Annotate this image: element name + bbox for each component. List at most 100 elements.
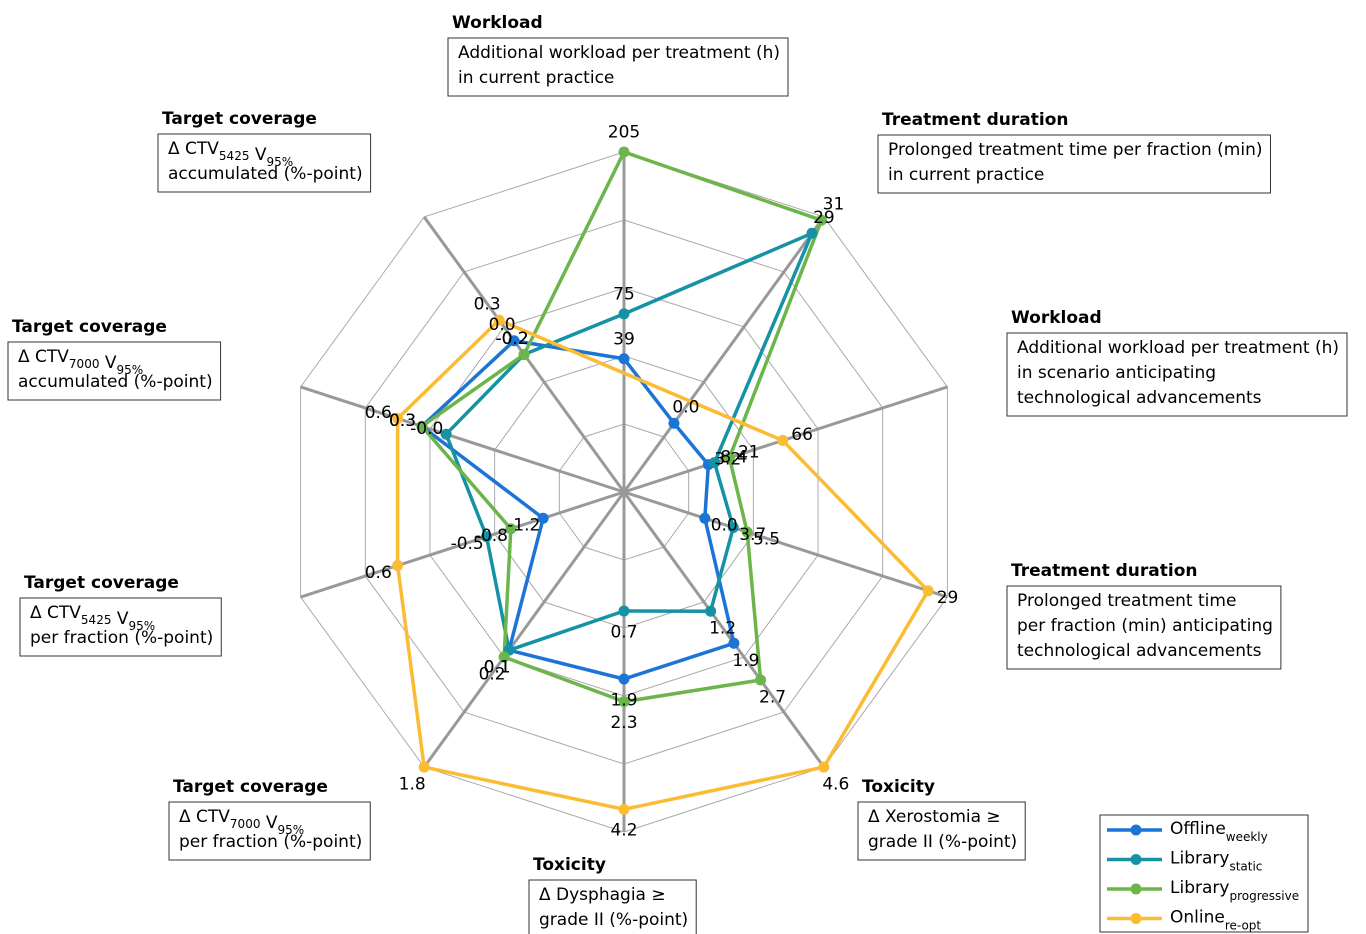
axis-box-frame [447,37,789,97]
data-label: 0.1 [484,658,511,678]
data-label: 39 [613,329,635,349]
axis-title: Treatment duration [1011,561,1198,581]
axis-box: Prolonged treatment time per fraction (m… [1006,585,1282,670]
axis-spoke [623,490,948,599]
axis-box-frame [857,801,1026,861]
data-label: 0.2 [479,665,506,685]
data-point [699,512,711,524]
axis-description: per fraction (%-point) [179,832,362,852]
text-run: per fraction (%-point) [30,628,213,648]
data-point [741,526,753,538]
text-run: Additional workload per treatment (h) [458,43,780,63]
text-run: Additional workload per treatment (h) [1017,338,1339,358]
axis-box-frame [19,597,222,657]
axis-title: Target coverage [162,109,317,129]
text-run: Prolonged treatment time per fraction (m… [888,140,1262,160]
data-label: 3.7 [739,525,766,545]
axis-box-frame [528,879,697,934]
axis-description: in current practice [888,165,1044,185]
axis-box: Δ Xerostomia ≥ grade II (%-point) [857,801,1026,861]
data-point [668,417,680,429]
axis-description: Δ CTV7000 V95% [18,347,143,377]
text-run: in current practice [458,68,614,88]
text-run: technological advancements [1017,388,1262,408]
legend-entry: Librarystatic [1170,849,1262,874]
text-run: technological advancements [1017,641,1262,661]
axis-title: Target coverage [12,317,167,337]
data-label: 0.6 [365,403,392,423]
data-label: -0.8 [475,526,508,546]
data-point [440,428,452,440]
axis-box-frame [1006,332,1348,417]
legend-name: Offline [1170,819,1226,839]
axis-box: Additional workload per treatment (h) in… [447,37,789,97]
axis-description: Δ CTV5425 V95% [30,603,155,633]
text-run: V [99,353,116,373]
data-label: 1.8 [399,775,426,795]
subscript: 7000 [69,357,100,371]
text-run: accumulated (%-point) [168,164,363,184]
axis-title: Toxicity [533,855,606,875]
data-label: 31 [823,195,845,215]
axis-box: Additional workload per treatment (h) in… [1006,332,1348,417]
axis-description: Prolonged treatment time [1017,591,1236,611]
legend-marker [1130,883,1142,895]
axis-description: Δ CTV5425 V95% [168,139,293,169]
legend-entry: Libraryprogressive [1170,878,1299,903]
axis-description: technological advancements [1017,641,1262,661]
data-label: -1.2 [507,516,540,536]
data-label: 0.0 [489,315,516,335]
data-label: 0.0 [711,516,738,536]
axis-description: Δ CTV7000 V95% [179,807,304,837]
data-label: -0.2 [495,329,528,349]
data-point [481,531,493,543]
axis-box: Prolonged treatment time per fraction (m… [877,134,1271,194]
data-label: 5.5 [753,529,780,549]
subscript: 95% [267,155,294,169]
data-point [498,651,510,663]
subscript: 5425 [81,613,112,627]
axis-description: per fraction (%-point) [30,628,213,648]
text-run: V [111,609,128,629]
subscript: 95% [278,823,305,837]
data-point [416,420,428,432]
text-run: Prolonged treatment time [1017,591,1236,611]
axis-box: Δ Dysphagia ≥ grade II (%-point) [528,879,697,934]
data-point [728,637,740,649]
data-label: 0.0 [672,398,699,418]
data-point [618,353,630,365]
data-point [618,803,630,815]
data-point [815,214,827,226]
legend-subscript: weekly [1226,830,1268,844]
legend-entry: Onlinere-opt [1170,908,1261,933]
axis-title: Workload [452,13,543,33]
axis-description: Δ Dysphagia ≥ [539,885,666,905]
data-label: 75 [613,285,635,305]
data-label: 29 [937,588,959,608]
data-label: 0.6 [365,563,392,583]
data-point [392,560,404,572]
text-run: Δ Dysphagia ≥ [539,885,666,905]
axis-description: accumulated (%-point) [168,164,363,184]
axis-description: in scenario anticipating [1017,363,1216,383]
legend-subscript: re-opt [1225,919,1262,933]
data-label: 0.7 [610,622,637,642]
data-point [418,761,430,773]
data-point [618,308,630,320]
axis-description: Additional workload per treatment (h) [1017,338,1339,358]
text-run: Δ CTV [179,807,230,827]
data-point [618,146,630,158]
axis-description: technological advancements [1017,388,1262,408]
data-point [618,696,630,708]
text-run: V [260,813,277,833]
axis-title: Target coverage [173,777,328,797]
data-point [518,348,530,360]
text-run: accumulated (%-point) [18,372,213,392]
legend-marker [1130,824,1142,836]
legend-marker [1130,854,1142,865]
data-point [727,522,739,534]
data-label: 0.3 [474,295,501,315]
data-point [777,434,789,446]
data-label: 1.9 [732,651,759,671]
